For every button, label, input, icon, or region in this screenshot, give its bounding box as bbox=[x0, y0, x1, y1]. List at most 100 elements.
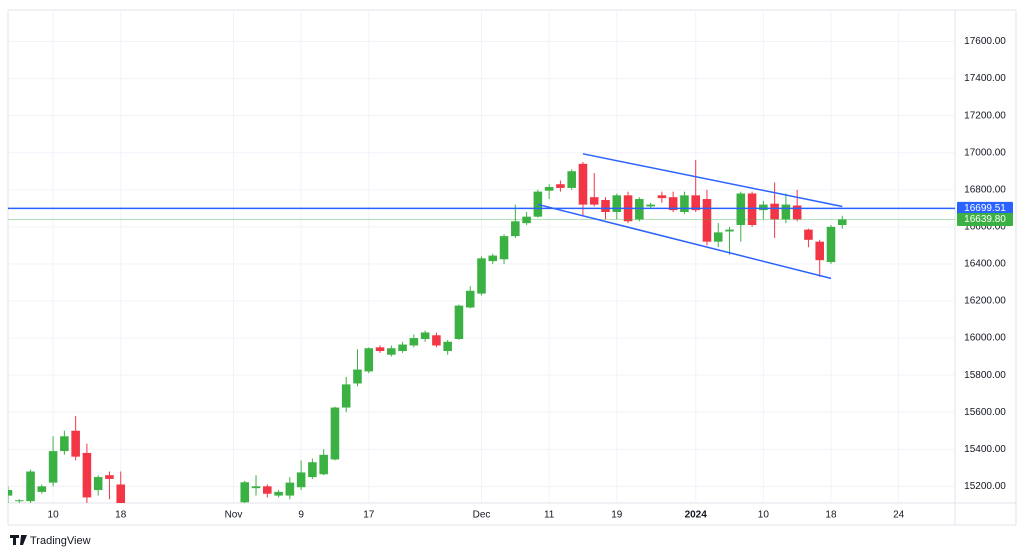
trendline bbox=[537, 203, 832, 280]
y-tick-label: 17200.00 bbox=[964, 110, 1006, 121]
x-tick-label: 2024 bbox=[685, 510, 708, 521]
candle-body bbox=[308, 462, 317, 478]
candle-body bbox=[488, 255, 498, 262]
candle-body bbox=[387, 348, 396, 355]
grid bbox=[8, 10, 955, 503]
candle-body bbox=[443, 341, 452, 352]
price-label: 16639.80 bbox=[964, 214, 1006, 225]
candle-body bbox=[612, 195, 622, 213]
y-tick-label: 16800.00 bbox=[964, 184, 1006, 195]
x-tick-label: 24 bbox=[893, 510, 905, 521]
brand-logo bbox=[10, 535, 27, 545]
x-tick-label: 18 bbox=[115, 510, 127, 521]
y-tick-label: 16400.00 bbox=[964, 259, 1006, 270]
candle-body bbox=[747, 193, 757, 225]
candle-body bbox=[837, 219, 847, 225]
y-tick-label: 15400.00 bbox=[964, 444, 1006, 455]
candle-body bbox=[37, 486, 47, 492]
x-tick-label: 18 bbox=[825, 510, 837, 521]
candle-body bbox=[364, 348, 374, 372]
candle-body bbox=[82, 452, 92, 498]
y-tick-label: 15800.00 bbox=[964, 370, 1006, 381]
candle-body bbox=[240, 482, 250, 503]
y-tick-label: 15600.00 bbox=[964, 407, 1006, 418]
candle-body bbox=[274, 491, 283, 496]
candle-body bbox=[815, 241, 824, 261]
candle-body bbox=[8, 490, 13, 496]
candle-body bbox=[341, 384, 351, 408]
candle-body bbox=[319, 454, 328, 475]
x-tick-label: 19 bbox=[611, 510, 623, 521]
y-tick-label: 15200.00 bbox=[964, 481, 1006, 492]
candle-body bbox=[759, 204, 768, 211]
candle-body bbox=[465, 290, 475, 308]
candle-body bbox=[522, 216, 531, 224]
plot-area bbox=[8, 153, 955, 503]
candle-body bbox=[646, 204, 655, 207]
y-tick-label: 16600.00 bbox=[964, 221, 1006, 232]
y-tick-label: 17400.00 bbox=[964, 73, 1006, 84]
candle-body bbox=[770, 203, 779, 220]
candle-body bbox=[14, 500, 24, 502]
x-tick-label: Nov bbox=[225, 510, 243, 521]
trendline bbox=[582, 153, 843, 208]
y-tick-label: 16200.00 bbox=[964, 296, 1006, 307]
candle-body bbox=[544, 186, 554, 191]
candle-body bbox=[826, 226, 836, 263]
candle-body bbox=[26, 471, 35, 502]
y-tick-label: 17600.00 bbox=[964, 36, 1006, 47]
x-tick-label: 9 bbox=[298, 510, 304, 521]
candle-body bbox=[251, 486, 261, 489]
candle-body bbox=[680, 195, 689, 213]
x-tick-label: Dec bbox=[473, 510, 491, 521]
candle-body bbox=[432, 335, 441, 346]
candle-body bbox=[375, 347, 385, 352]
chart-frame bbox=[7, 9, 1017, 526]
candle-body bbox=[578, 163, 588, 205]
candle-body bbox=[511, 221, 520, 237]
axes: 15200.00 15400.00 15600.00 15800.00 16000.00… bbox=[48, 36, 1013, 521]
candle-body bbox=[353, 369, 362, 384]
candle-body bbox=[330, 407, 340, 460]
candle-body bbox=[60, 436, 69, 452]
candle-body bbox=[781, 204, 791, 220]
price-label: 16699.51 bbox=[964, 203, 1006, 214]
x-tick-label: 11 bbox=[544, 510, 555, 521]
candle-body bbox=[263, 486, 272, 494]
candle-body bbox=[420, 332, 430, 339]
candle-body bbox=[702, 199, 712, 242]
price-label-box bbox=[957, 201, 1013, 215]
candle-body bbox=[499, 236, 509, 260]
candle-body bbox=[736, 193, 746, 225]
x-tick-label: 10 bbox=[758, 510, 770, 521]
candle-body bbox=[48, 451, 58, 483]
candle-body bbox=[116, 484, 126, 503]
price-label-box bbox=[957, 212, 1013, 226]
candle-body bbox=[533, 191, 543, 217]
candle-body bbox=[285, 482, 295, 496]
candle-body bbox=[668, 197, 678, 211]
y-tick-label: 17000.00 bbox=[964, 147, 1006, 158]
candle-body bbox=[589, 197, 599, 205]
brand-name: TradingView bbox=[30, 535, 91, 547]
candle-body bbox=[454, 305, 464, 339]
candle-body bbox=[567, 171, 576, 188]
candle-body bbox=[691, 195, 700, 211]
candle-body bbox=[296, 472, 306, 488]
x-tick-label: 10 bbox=[48, 510, 60, 521]
candle-body bbox=[556, 184, 565, 188]
y-tick-label: 16000.00 bbox=[964, 333, 1006, 344]
candle-body bbox=[477, 258, 486, 294]
candle-body bbox=[725, 229, 734, 232]
candle-body bbox=[635, 199, 644, 220]
candle-body bbox=[601, 199, 610, 213]
candle-body bbox=[93, 477, 103, 491]
candle-body bbox=[409, 338, 419, 346]
candle-body bbox=[657, 195, 667, 199]
candle-body bbox=[713, 232, 723, 242]
candle-body bbox=[804, 229, 813, 240]
x-tick-label: 17 bbox=[363, 510, 375, 521]
candle-body bbox=[792, 205, 802, 220]
candle-body bbox=[71, 430, 80, 457]
